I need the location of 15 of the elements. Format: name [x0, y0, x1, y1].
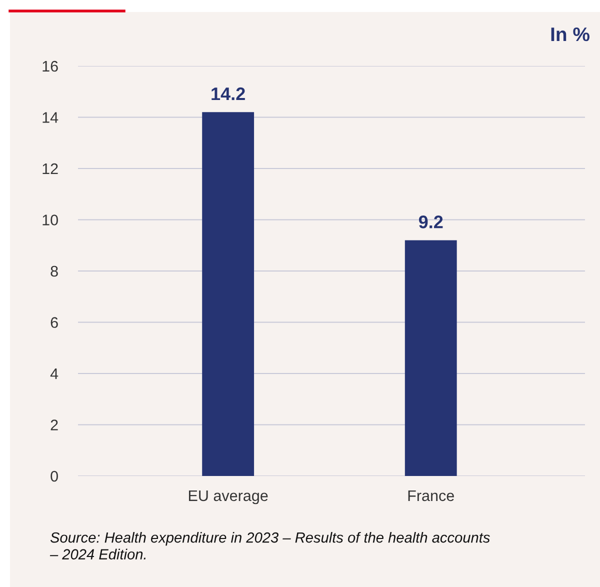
y-axis-title: In %	[551, 28, 590, 42]
y-tick-label: 10	[42, 214, 58, 226]
y-tick-label: 14	[42, 112, 58, 123]
y-tick-label: 12	[42, 163, 58, 174]
y-tick-label: 2	[50, 420, 58, 430]
x-tick-label: France	[408, 490, 454, 502]
data-label: 14.2	[212, 87, 245, 100]
y-tick-label: 8	[50, 266, 58, 277]
y-tick-label: 4	[50, 368, 58, 380]
y-tick-label: 0	[50, 470, 58, 482]
y-tick-label: 6	[50, 317, 58, 328]
data-label: 9.2	[418, 216, 443, 228]
y-tick-label: 16	[42, 60, 58, 72]
x-tick-label: EU average	[188, 490, 268, 504]
source-note: Source: Health expenditure in 2023 – Results of the health accounts – 2024 Edition.	[50, 532, 490, 560]
